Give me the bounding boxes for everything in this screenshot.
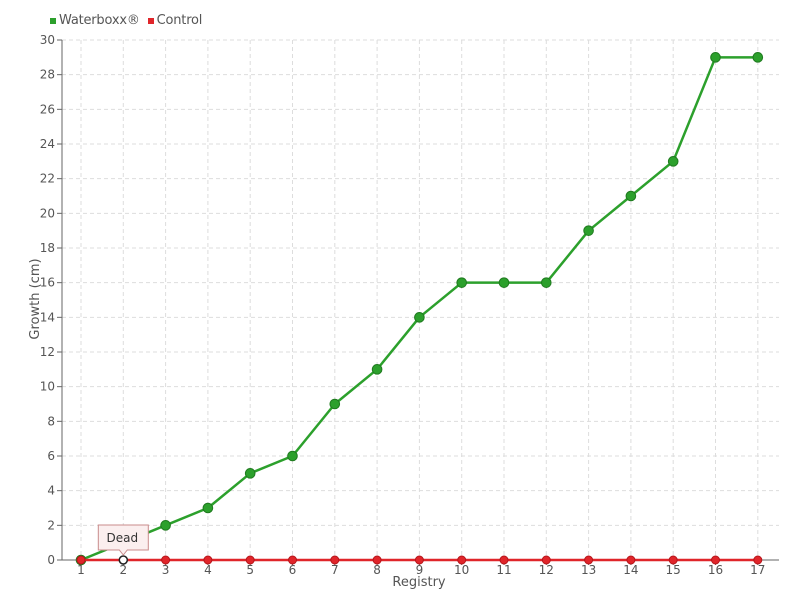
legend-swatch-control: [147, 17, 154, 24]
data-point-control[interactable]: [499, 555, 509, 565]
y-tick-label: 4: [47, 484, 55, 498]
data-point-waterboxx[interactable]: [625, 190, 637, 202]
data-point-waterboxx[interactable]: [752, 52, 764, 63]
legend: Waterboxx® Control: [50, 13, 202, 28]
y-tick-label: 8: [47, 414, 55, 428]
x-axis-title: Registry: [392, 575, 446, 590]
x-tick-label: 2: [119, 563, 127, 577]
y-tick-label: 24: [40, 137, 55, 151]
x-tick-label: 13: [581, 563, 596, 577]
y-tick-label: 16: [40, 276, 55, 290]
data-point-control[interactable]: [457, 555, 467, 565]
legend-item-waterboxx[interactable]: Waterboxx®: [50, 13, 140, 28]
data-point-waterboxx[interactable]: [667, 156, 679, 167]
data-point-waterboxx[interactable]: [583, 225, 594, 236]
y-tick-label: 22: [40, 172, 55, 186]
data-point-control[interactable]: [245, 555, 255, 565]
data-point-control[interactable]: [372, 555, 382, 565]
data-point-waterboxx[interactable]: [160, 520, 171, 531]
data-point-control[interactable]: [626, 555, 636, 565]
y-tick-label: 12: [40, 345, 55, 359]
data-point-waterboxx[interactable]: [498, 277, 510, 288]
x-tick-label: 11: [496, 563, 511, 577]
x-tick-label: 12: [539, 563, 554, 577]
y-tick-label: 30: [40, 33, 55, 47]
x-tick-label: 16: [708, 563, 723, 577]
y-tick-label: 2: [47, 518, 55, 532]
data-point-control[interactable]: [711, 555, 720, 565]
y-tick-label: 14: [40, 310, 55, 324]
x-tick-label: 15: [666, 563, 681, 577]
x-tick-label: 6: [289, 563, 297, 577]
x-tick-label: 10: [454, 563, 469, 577]
y-tick-label: 28: [40, 68, 55, 82]
data-point-waterboxx[interactable]: [710, 52, 721, 63]
y-tick-label: 18: [40, 241, 55, 255]
x-tick-label: 4: [204, 563, 212, 577]
x-tick-label: 17: [750, 563, 765, 577]
x-tick-label: 1: [77, 563, 85, 577]
x-tick-label: 3: [162, 563, 170, 577]
legend-label-control: Control: [156, 13, 203, 28]
y-axis-title: Growth (cm): [28, 258, 43, 339]
data-point-control[interactable]: [76, 555, 86, 565]
data-point-control[interactable]: [161, 555, 171, 565]
data-point-waterboxx[interactable]: [541, 277, 552, 288]
x-tick-label: 14: [623, 563, 638, 577]
x-tick-label: 8: [373, 563, 381, 577]
data-point-control[interactable]: [668, 555, 678, 565]
data-point-control[interactable]: [288, 555, 297, 565]
y-tick-label: 6: [47, 449, 55, 463]
data-point-waterboxx[interactable]: [287, 450, 298, 462]
data-point-control[interactable]: [584, 555, 594, 565]
legend-label-waterboxx: Waterboxx®: [59, 13, 140, 28]
data-point-waterboxx[interactable]: [414, 312, 425, 323]
data-point-waterboxx[interactable]: [456, 277, 468, 288]
data-point-waterboxx[interactable]: [202, 502, 214, 514]
data-point-waterboxx[interactable]: [244, 468, 256, 479]
data-point-control[interactable]: [203, 555, 213, 565]
data-point-control[interactable]: [541, 555, 551, 565]
tooltip-dead: Dead: [97, 524, 149, 556]
tooltip-box: [97, 524, 149, 556]
data-point-control[interactable]: [118, 555, 129, 565]
data-point-waterboxx[interactable]: [371, 364, 383, 375]
y-tick-label: 10: [40, 380, 55, 394]
legend-swatch-waterboxx: [50, 17, 56, 24]
y-tick-label: 20: [40, 206, 55, 220]
annotations: Dead: [97, 524, 149, 556]
x-tick-label: 5: [246, 563, 254, 577]
tooltip-label: Dead: [107, 531, 139, 545]
data-point-control[interactable]: [414, 555, 424, 565]
data-point-control[interactable]: [330, 555, 340, 565]
x-tick-label: 9: [416, 563, 424, 577]
data-point-control[interactable]: [753, 555, 763, 565]
legend-item-control[interactable]: Control: [147, 13, 203, 28]
data-point-waterboxx[interactable]: [329, 398, 341, 410]
grid: [62, 39, 779, 560]
x-tick-label: 7: [331, 563, 339, 577]
y-tick-label: 26: [40, 102, 55, 116]
y-tick-label: 0: [47, 553, 55, 567]
